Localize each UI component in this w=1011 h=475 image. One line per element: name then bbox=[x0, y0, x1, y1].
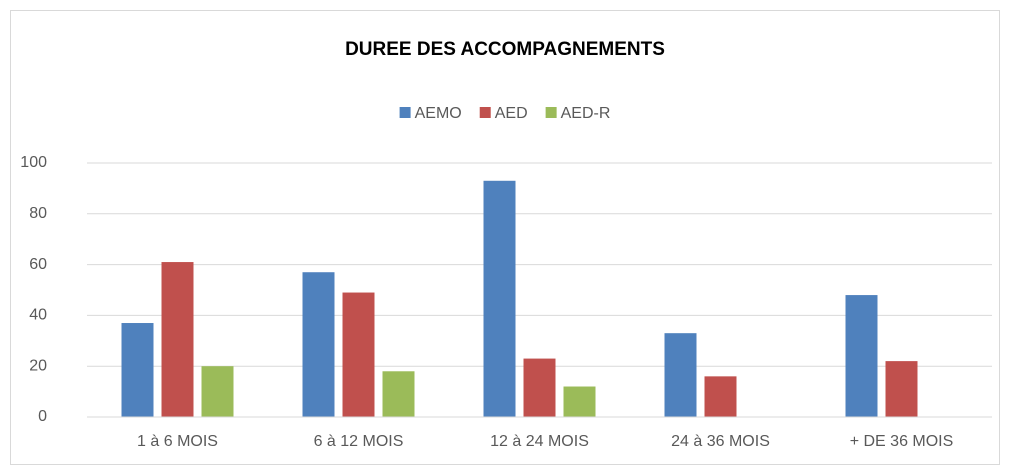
x-tick-label: + DE 36 MOIS bbox=[850, 433, 954, 450]
legend-swatch bbox=[399, 107, 411, 118]
y-tick-label: 20 bbox=[29, 357, 47, 374]
x-tick-label: 6 à 12 MOIS bbox=[314, 433, 404, 450]
y-tick-label: 60 bbox=[29, 256, 47, 273]
legend-swatch bbox=[479, 107, 491, 118]
bar bbox=[885, 361, 918, 417]
legend-label: AED-R bbox=[561, 105, 611, 122]
x-tick-label: 12 à 24 MOIS bbox=[490, 433, 589, 450]
bar bbox=[483, 180, 516, 417]
bar bbox=[704, 376, 737, 417]
legend-swatch bbox=[545, 107, 557, 118]
x-tick-label: 24 à 36 MOIS bbox=[671, 433, 770, 450]
bar bbox=[382, 371, 415, 417]
bar bbox=[342, 292, 375, 417]
legend-label: AEMO bbox=[415, 105, 462, 122]
bar bbox=[161, 262, 194, 417]
bar bbox=[302, 272, 335, 417]
bar bbox=[845, 295, 878, 417]
bar bbox=[201, 366, 234, 417]
chart-title: DUREE DES ACCOMPAGNEMENTS bbox=[345, 39, 665, 60]
y-tick-label: 0 bbox=[38, 408, 47, 425]
y-tick-label: 40 bbox=[29, 307, 47, 324]
bar bbox=[563, 386, 596, 417]
legend-label: AED bbox=[495, 105, 528, 122]
y-tick-label: 80 bbox=[29, 205, 47, 222]
bar bbox=[664, 333, 697, 417]
bar bbox=[523, 358, 556, 417]
y-tick-label: 100 bbox=[20, 154, 47, 171]
bar bbox=[121, 323, 154, 417]
x-tick-label: 1 à 6 MOIS bbox=[137, 433, 218, 450]
